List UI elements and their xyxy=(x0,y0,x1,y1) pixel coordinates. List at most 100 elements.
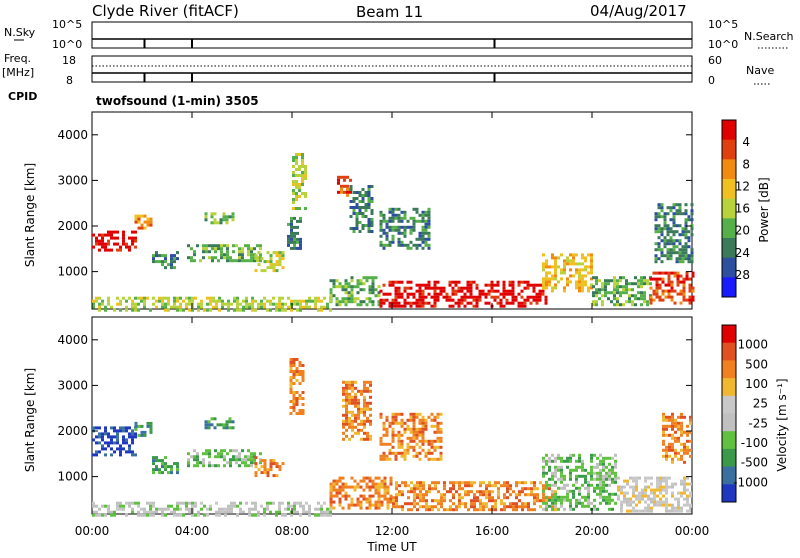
heatmap-cell xyxy=(104,453,107,457)
heatmap-cell xyxy=(649,277,653,281)
heatmap-cell xyxy=(299,513,302,517)
heatmap-cell xyxy=(231,215,235,219)
heatmap-cell xyxy=(684,218,688,222)
heatmap-cell xyxy=(575,459,578,463)
heatmap-cell xyxy=(632,491,635,495)
heatmap-cell xyxy=(329,482,333,486)
heatmap-cell xyxy=(523,298,527,302)
heatmap-cell xyxy=(155,468,158,472)
heatmap-cell xyxy=(620,503,623,507)
heatmap-cell xyxy=(266,251,270,255)
heatmap-cell xyxy=(557,486,560,490)
heatmap-cell xyxy=(646,282,649,286)
heatmap-cell xyxy=(466,301,470,305)
heatmap-cell xyxy=(670,283,674,287)
heatmap-cell xyxy=(662,479,665,483)
heatmap-cell xyxy=(515,508,518,512)
heatmap-cell xyxy=(260,299,263,303)
heatmap-cell xyxy=(593,486,596,490)
heatmap-cell xyxy=(290,240,293,244)
heatmap-cell xyxy=(644,500,647,504)
heatmap-cell xyxy=(678,212,682,216)
heatmap-cell xyxy=(524,481,527,485)
heatmap-cell xyxy=(359,479,363,483)
heatmap-cell xyxy=(289,361,293,364)
heatmap-cell xyxy=(226,256,229,260)
heatmap-cell xyxy=(152,254,155,258)
heatmap-cell xyxy=(400,292,404,296)
heatmap-cell xyxy=(671,485,674,489)
heatmap-cell xyxy=(482,493,485,497)
heatmap-cell xyxy=(128,435,131,439)
heatmap-cell xyxy=(409,216,413,220)
heatmap-cell xyxy=(314,299,317,303)
heatmap-cell xyxy=(292,403,296,406)
heatmap-cell xyxy=(394,454,398,458)
heatmap-cell xyxy=(458,484,461,488)
heatmap-cell xyxy=(137,513,140,517)
freq-label: Freq. xyxy=(4,52,31,65)
heatmap-cell xyxy=(113,242,116,246)
heatmap-cell xyxy=(572,274,575,278)
heatmap-cell xyxy=(365,276,369,280)
heatmap-cell xyxy=(247,250,250,254)
heatmap-cell xyxy=(663,215,667,219)
heatmap-cell xyxy=(367,197,371,200)
heatmap-cell xyxy=(182,513,185,517)
heatmap-cell xyxy=(371,291,375,295)
heatmap-cell xyxy=(179,305,182,309)
heatmap-cell xyxy=(332,294,336,298)
heatmap-cell xyxy=(620,491,623,495)
heatmap-cell xyxy=(686,439,689,443)
heatmap-cell xyxy=(412,412,416,416)
heatmap-cell xyxy=(685,277,689,281)
heatmap-cell xyxy=(295,370,299,373)
heatmap-cell xyxy=(596,465,599,469)
heatmap-cell xyxy=(415,210,419,214)
heatmap-cell xyxy=(146,217,150,221)
heatmap-cell xyxy=(218,296,221,300)
heatmap-cell xyxy=(458,499,461,503)
heatmap-cell xyxy=(412,421,416,425)
heatmap-cell xyxy=(204,212,208,216)
heatmap-cell xyxy=(395,487,398,491)
heatmap-cell xyxy=(514,298,518,302)
heatmap-cell xyxy=(241,461,244,465)
heatmap-cell xyxy=(351,410,354,414)
heatmap-cell xyxy=(227,305,230,309)
heatmap-cell xyxy=(119,299,122,303)
heatmap-cell xyxy=(569,453,572,457)
heatmap-cell xyxy=(110,510,113,514)
heatmap-cell xyxy=(290,299,293,303)
heatmap-cell xyxy=(661,271,665,275)
heatmap-cell xyxy=(424,286,428,290)
heatmap-cell xyxy=(196,244,199,248)
heatmap-cell xyxy=(530,493,533,497)
heatmap-cell xyxy=(400,219,404,223)
heatmap-cell xyxy=(491,499,494,503)
heatmap-cell xyxy=(397,445,401,449)
heatmap-cell xyxy=(662,485,665,489)
heatmap-cell xyxy=(599,492,602,496)
heatmap-cell xyxy=(250,250,253,254)
heatmap-cell xyxy=(587,498,590,502)
heatmap-cell xyxy=(344,303,348,307)
heatmap-cell xyxy=(587,486,590,490)
heatmap-cell xyxy=(677,509,680,513)
heatmap-cell xyxy=(454,292,458,296)
heatmap-cell xyxy=(433,283,437,287)
heatmap-cell xyxy=(332,494,336,498)
heatmap-cell xyxy=(388,219,392,223)
heatmap-cell xyxy=(521,505,524,509)
heatmap-cell xyxy=(245,305,248,309)
heatmap-cell xyxy=(326,507,329,511)
heatmap-cell xyxy=(421,210,425,214)
heatmap-cell xyxy=(581,286,584,290)
heatmap-cell xyxy=(436,436,440,440)
heatmap-cell xyxy=(287,222,290,226)
heatmap-cell xyxy=(596,492,599,496)
heatmap-cell xyxy=(674,436,677,440)
heatmap-cell xyxy=(98,305,101,309)
heatmap-cell xyxy=(342,398,345,402)
heatmap-cell xyxy=(374,488,378,492)
